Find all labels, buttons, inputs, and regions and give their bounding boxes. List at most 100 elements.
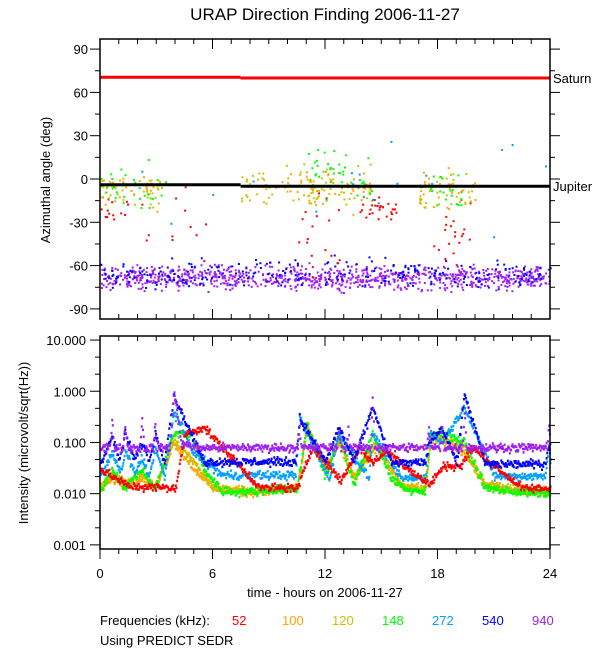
data-point-100 bbox=[435, 441, 438, 444]
data-point-148 bbox=[411, 490, 414, 493]
data-point-148 bbox=[129, 479, 132, 483]
data-point-272 bbox=[424, 473, 427, 476]
data-point-272 bbox=[271, 474, 274, 477]
data-point-100 bbox=[305, 175, 308, 178]
data-point-272 bbox=[500, 477, 503, 481]
data-point-52 bbox=[172, 484, 175, 487]
data-point-272 bbox=[376, 437, 379, 440]
data-point-940 bbox=[519, 279, 522, 282]
data-point-120 bbox=[122, 477, 125, 481]
data-point-148 bbox=[322, 170, 325, 173]
data-point-940 bbox=[428, 271, 430, 274]
data-point-940 bbox=[169, 277, 171, 280]
data-point-52 bbox=[100, 469, 103, 473]
data-point-940 bbox=[267, 280, 270, 283]
data-point-540 bbox=[462, 281, 465, 284]
data-point-148 bbox=[485, 484, 488, 488]
data-point-940 bbox=[405, 274, 408, 277]
data-point-940 bbox=[280, 274, 283, 276]
data-point-52 bbox=[226, 455, 229, 458]
data-point-940 bbox=[213, 271, 216, 274]
data-point-940 bbox=[477, 279, 480, 282]
data-point-148 bbox=[518, 492, 521, 495]
data-point-148 bbox=[357, 473, 360, 476]
data-point-100 bbox=[176, 447, 179, 450]
data-point-148 bbox=[354, 481, 356, 484]
data-point-52 bbox=[170, 485, 173, 488]
data-point-940 bbox=[103, 278, 106, 280]
data-point-148 bbox=[391, 479, 394, 483]
data-point-940 bbox=[324, 282, 327, 285]
data-point-940 bbox=[248, 277, 251, 280]
data-point-272 bbox=[392, 467, 395, 470]
data-point-540 bbox=[127, 273, 130, 276]
data-point-940 bbox=[460, 271, 462, 274]
data-point-120 bbox=[389, 467, 392, 470]
data-point-52 bbox=[315, 450, 318, 453]
data-point-100 bbox=[457, 192, 460, 194]
data-point-100 bbox=[200, 475, 203, 478]
data-point-940 bbox=[526, 281, 529, 284]
data-point-100 bbox=[113, 482, 116, 486]
data-point-148 bbox=[453, 435, 456, 439]
data-point-272 bbox=[362, 468, 365, 471]
data-point-148 bbox=[128, 483, 131, 487]
data-point-52 bbox=[229, 455, 232, 459]
data-point-940 bbox=[527, 283, 530, 286]
data-point-940 bbox=[124, 276, 127, 279]
data-point-940 bbox=[471, 284, 474, 287]
data-point-52 bbox=[362, 203, 365, 206]
data-point-940 bbox=[376, 276, 379, 279]
data-point-148 bbox=[325, 199, 328, 202]
data-point-940 bbox=[524, 279, 527, 281]
data-point-148 bbox=[422, 492, 425, 495]
data-point-148 bbox=[356, 194, 359, 197]
data-point-940 bbox=[486, 278, 489, 281]
data-point-52 bbox=[241, 471, 244, 474]
data-point-120 bbox=[332, 178, 335, 181]
data-point-52 bbox=[260, 488, 263, 491]
data-point-52 bbox=[365, 456, 368, 459]
data-point-272 bbox=[470, 421, 473, 425]
data-point-272 bbox=[529, 472, 532, 476]
data-point-940 bbox=[295, 274, 298, 277]
data-point-52 bbox=[192, 428, 195, 432]
data-point-940 bbox=[448, 276, 451, 279]
data-point-52 bbox=[387, 453, 390, 457]
data-point-148 bbox=[344, 166, 346, 169]
data-point-540 bbox=[146, 280, 149, 283]
data-point-540 bbox=[246, 277, 249, 280]
data-point-540 bbox=[290, 270, 292, 273]
data-point-148 bbox=[113, 472, 116, 476]
data-point-272 bbox=[225, 476, 228, 480]
data-point-272 bbox=[324, 471, 327, 474]
data-point-940 bbox=[422, 268, 425, 271]
data-point-940 bbox=[488, 276, 491, 279]
data-point-272 bbox=[326, 475, 329, 478]
data-point-148 bbox=[224, 486, 226, 490]
data-point-940 bbox=[112, 282, 115, 285]
data-point-52 bbox=[111, 477, 114, 481]
data-point-940 bbox=[446, 286, 449, 289]
data-point-52 bbox=[117, 480, 120, 483]
data-point-148 bbox=[515, 494, 518, 497]
data-point-272 bbox=[249, 475, 251, 479]
data-point-272 bbox=[397, 469, 400, 472]
data-point-940 bbox=[404, 275, 407, 278]
data-point-940 bbox=[404, 278, 407, 281]
data-point-540 bbox=[475, 271, 478, 274]
data-point-940 bbox=[248, 275, 250, 278]
data-point-940 bbox=[136, 279, 138, 282]
data-point-148 bbox=[493, 486, 496, 489]
data-point-940 bbox=[188, 276, 191, 278]
data-point-272 bbox=[207, 467, 209, 470]
data-point-940 bbox=[154, 273, 157, 276]
data-point-120 bbox=[471, 190, 474, 193]
data-point-120 bbox=[150, 479, 153, 482]
data-point-52 bbox=[342, 472, 345, 476]
data-point-100 bbox=[159, 478, 162, 481]
data-point-272 bbox=[170, 222, 173, 225]
data-point-52 bbox=[171, 235, 174, 238]
data-point-120 bbox=[345, 457, 348, 461]
data-point-148 bbox=[399, 482, 402, 486]
